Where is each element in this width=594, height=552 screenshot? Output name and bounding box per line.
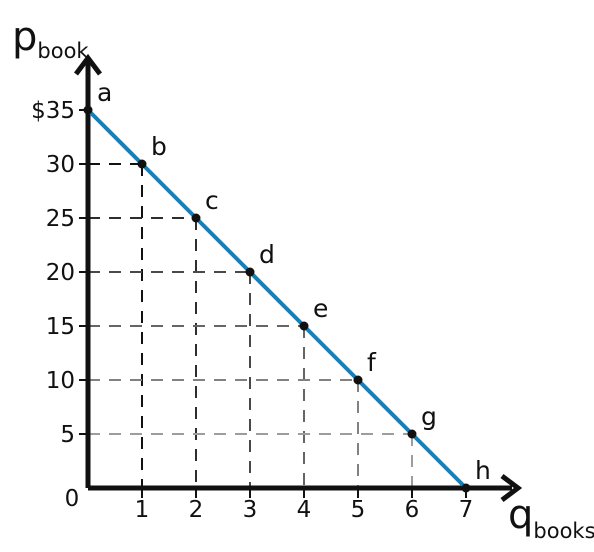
y-tick-label: 25 bbox=[46, 206, 75, 232]
point-label: c bbox=[205, 186, 219, 215]
x-axis-label: qbooks bbox=[508, 492, 594, 543]
y-tick-label: 5 bbox=[60, 422, 75, 448]
points-layer bbox=[83, 105, 471, 493]
point-label: f bbox=[367, 348, 377, 377]
y-axis-arrow-icon bbox=[74, 53, 102, 76]
data-point bbox=[83, 105, 93, 115]
data-point bbox=[299, 321, 309, 331]
data-point bbox=[137, 159, 147, 169]
y-tick-label: 20 bbox=[46, 260, 75, 286]
x-tick-label: 3 bbox=[243, 497, 258, 523]
point-label: e bbox=[313, 294, 328, 323]
x-tick-label: 5 bbox=[351, 497, 366, 523]
origin-label: 0 bbox=[65, 486, 80, 512]
data-point bbox=[461, 483, 471, 493]
data-point bbox=[245, 267, 255, 277]
point-label: a bbox=[97, 78, 112, 107]
data-point bbox=[191, 213, 201, 223]
demand-line bbox=[86, 108, 468, 490]
y-tick-label: 15 bbox=[46, 314, 75, 340]
series-layer bbox=[86, 108, 468, 490]
y-axis-label-main: p bbox=[12, 14, 37, 60]
x-tick-label: 7 bbox=[459, 497, 474, 523]
y-axis-label-sub: book bbox=[37, 39, 89, 63]
labels-layer: 0 pbook qbooks 1 2 3 4 5 6 7 5 10 15 20 25 30 $35 a b c d… bbox=[12, 14, 594, 543]
x-tick-label: 2 bbox=[189, 497, 204, 523]
data-point bbox=[353, 375, 363, 385]
guide-lines bbox=[88, 163, 413, 488]
x-tick-label: 1 bbox=[135, 497, 150, 523]
x-axis-arrow-icon bbox=[500, 474, 523, 502]
point-label: g bbox=[421, 402, 437, 431]
x-tick-label: 4 bbox=[297, 497, 312, 523]
axes bbox=[74, 53, 523, 502]
y-tick-label: 10 bbox=[46, 368, 75, 394]
y-axis-label: pbook bbox=[12, 14, 89, 63]
y-tick-label: $35 bbox=[31, 98, 75, 124]
tick-marks bbox=[79, 109, 467, 498]
x-axis-label-sub: books bbox=[533, 519, 594, 543]
point-label: h bbox=[475, 456, 491, 485]
y-tick-label: 30 bbox=[46, 152, 75, 178]
x-axis-label-main: q bbox=[508, 492, 533, 538]
data-point bbox=[407, 429, 417, 439]
point-label: b bbox=[151, 132, 167, 161]
point-label: d bbox=[259, 240, 275, 269]
x-tick-label: 6 bbox=[405, 497, 420, 523]
